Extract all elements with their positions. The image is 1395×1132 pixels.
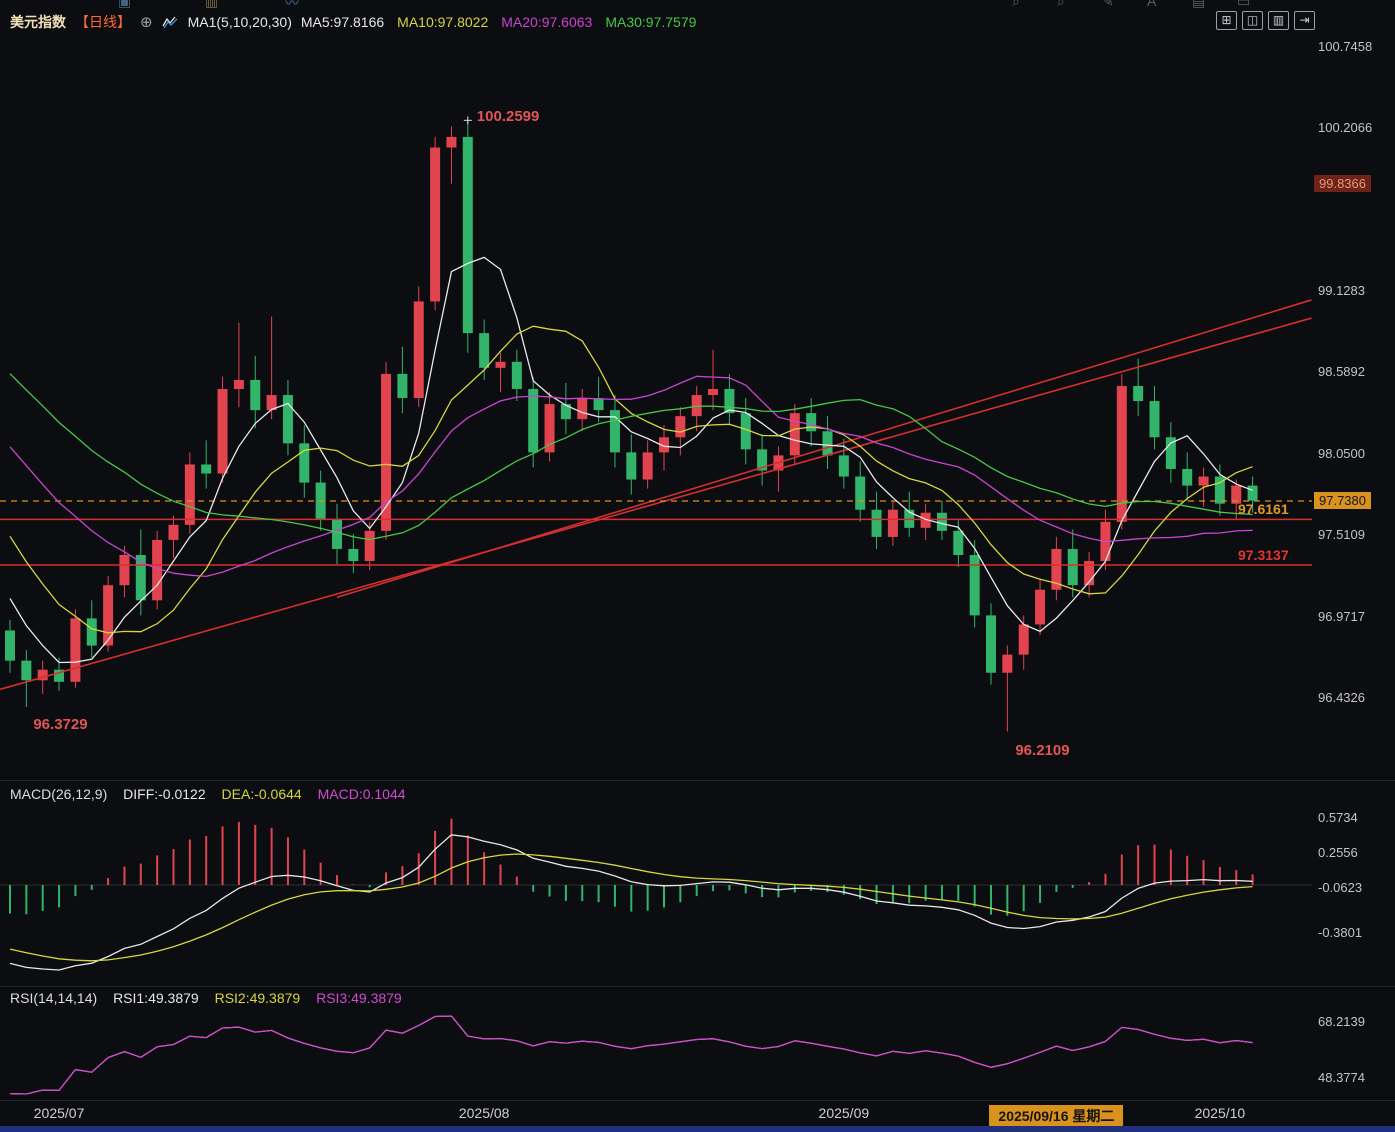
chart-header: 美元指数 【日线】 ⊕ MA1(5,10,20,30) MA5:97.8166 M… (0, 9, 1395, 35)
x-axis-label: 2025/07 (33, 1105, 85, 1121)
x-axis-band: 2025/07 2025/08 2025/09 2025/09/16 星期二 2025/… (0, 1101, 1395, 1127)
ma-legend: MA5:97.8166 MA10:97.8022 MA20:97.6063 MA30:… (301, 14, 710, 30)
rsi-title: RSI(14,14,14) (10, 990, 98, 1006)
symbol-name[interactable]: 美元指数 (10, 14, 66, 30)
ma-legend-item: MA10:97.8022 (397, 14, 489, 30)
ma-legend-item: MA30:97.7579 (605, 14, 697, 30)
period-label[interactable]: 【日线】 (75, 14, 131, 30)
add-indicator-icon[interactable]: ⊕ (140, 14, 153, 31)
clipped-toolbar-icon[interactable]: ⌕ (1012, 0, 1020, 9)
rsi3-value: RSI3:49.3879 (316, 990, 402, 1006)
clipped-toolbar-icon[interactable]: ✎ (1102, 0, 1114, 9)
rsi1-value: RSI1:49.3879 (113, 990, 199, 1006)
rows-layout-icon[interactable]: ▥ (1268, 11, 1289, 30)
clipped-toolbar-icon[interactable]: ▥ (205, 0, 219, 9)
x-axis-label: 2025/08 (458, 1105, 510, 1121)
macd-title: MACD(26,12,9) (10, 786, 108, 802)
split-pane-icon[interactable]: ◫ (1242, 11, 1263, 30)
x-axis-label: 2025/09 (818, 1105, 870, 1121)
ma-group-label: MA1(5,10,20,30) (187, 14, 292, 30)
rsi2-value: RSI2:49.3879 (214, 990, 301, 1006)
clipped-toolbar-icon[interactable]: ▣ (118, 0, 132, 9)
next-page-icon[interactable]: ⇥ (1294, 11, 1315, 30)
ma-legend-item: MA20:97.6063 (501, 14, 593, 30)
macd-diff-value: DIFF:-0.0122 (123, 786, 206, 802)
macd-macd-value: MACD:0.1044 (317, 786, 406, 802)
panel-divider (0, 780, 1395, 781)
window-layout-icons: ⊞ ◫ ▥ ⇥ (1216, 11, 1315, 30)
indicator-icon[interactable] (162, 15, 179, 29)
macd-dea-value: DEA:-0.0644 (221, 786, 302, 802)
ma-legend-item: MA5:97.8166 (300, 14, 385, 30)
toolbar-clipped-row: ▣ ▥ 〰 ⌕ ⌕ ✎ A ▤ ▭ (0, 0, 1395, 9)
panel-divider (0, 1100, 1395, 1101)
clipped-toolbar-icon[interactable]: A (1147, 0, 1157, 9)
panel-divider (0, 986, 1395, 987)
selected-date-label: 2025/09/16 星期二 (989, 1105, 1124, 1127)
rsi-legend: RSI(14,14,14) RSI1:49.3879 RSI2:49.3879 … (10, 990, 414, 1006)
clipped-toolbar-icon[interactable]: ⌕ (1057, 0, 1065, 9)
macd-legend: MACD(26,12,9) DIFF:-0.0122 DEA:-0.0644 M… (10, 786, 418, 802)
x-axis-label: 2025/10 (1194, 1105, 1246, 1121)
clipped-toolbar-icon[interactable]: 〰 (285, 0, 299, 9)
bottom-window-edge (0, 1126, 1395, 1132)
clipped-toolbar-icon[interactable]: ▭ (1237, 0, 1251, 9)
clipped-toolbar-icon[interactable]: ▤ (1192, 0, 1206, 9)
grid-layout-icon[interactable]: ⊞ (1216, 11, 1237, 30)
wave-icon (162, 16, 178, 29)
